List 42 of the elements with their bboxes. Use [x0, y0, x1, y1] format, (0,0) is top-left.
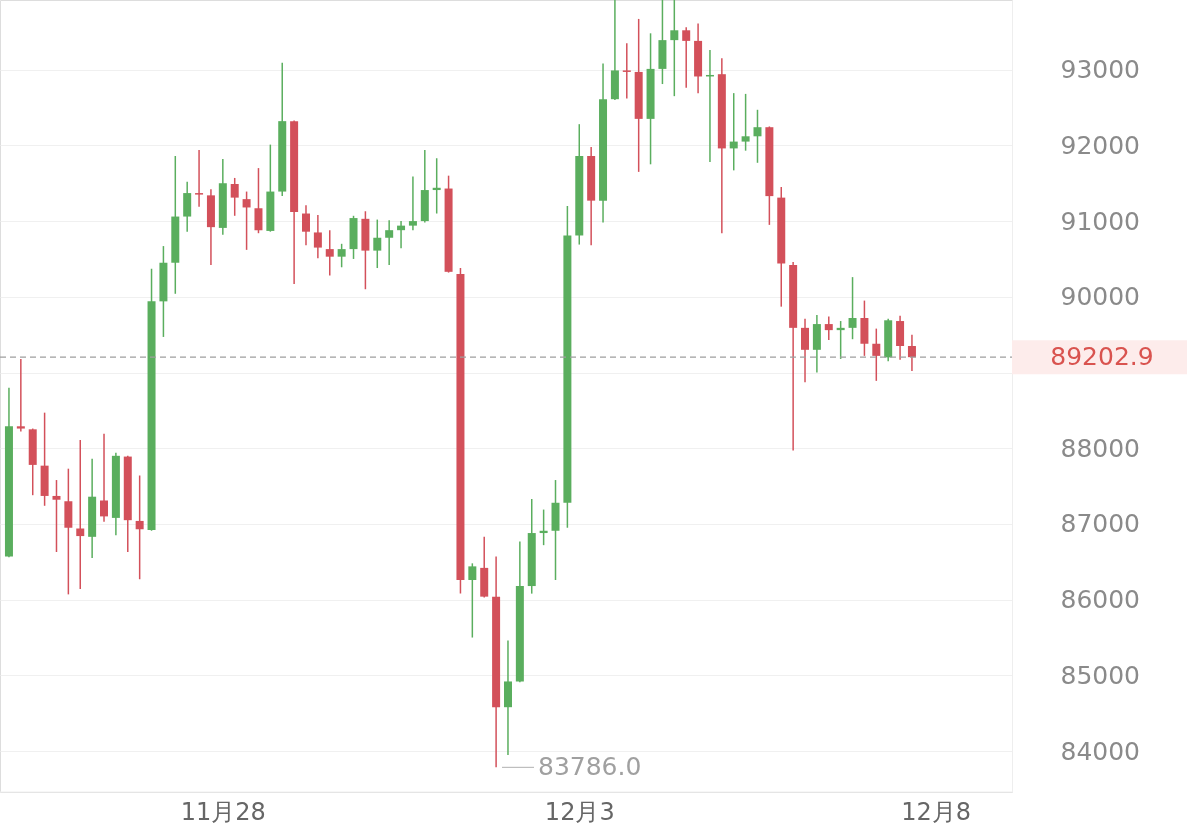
candlestick [373, 218, 382, 269]
x-tick-label: 12月3 [544, 797, 615, 826]
candlestick [741, 93, 750, 152]
candlestick [801, 318, 810, 384]
candlestick [135, 474, 144, 580]
y-tick-label: 87000 [1060, 509, 1141, 539]
candlestick [753, 109, 762, 164]
candlestick [872, 327, 881, 382]
annotation: 83786.0 [538, 752, 642, 782]
candlestick [230, 177, 239, 217]
x-tick-label: 12月8 [901, 797, 972, 826]
candlestick [302, 204, 310, 247]
y-tick-label: 84000 [1060, 736, 1141, 766]
candlestick [242, 190, 251, 251]
candlestick [468, 562, 477, 639]
candlestick [408, 175, 417, 231]
y-tick-label: 91000 [1060, 206, 1141, 236]
y-tick-label: 88000 [1060, 433, 1141, 463]
y-tick-label: 92000 [1060, 130, 1141, 160]
candlestick [682, 26, 691, 89]
ref-line-label: 89202.9 [1050, 342, 1154, 372]
candlestick [183, 180, 192, 233]
candlestick [670, 0, 679, 97]
candlestick [195, 149, 204, 208]
candlestick [824, 315, 833, 341]
candlestick [52, 479, 61, 553]
candlestick [76, 439, 85, 590]
candlestick [325, 229, 334, 277]
candlestick [848, 276, 857, 340]
candlestick [16, 358, 25, 433]
y-tick-label: 93000 [1060, 55, 1141, 85]
candlestick [254, 167, 263, 234]
y-tick-label: 86000 [1060, 585, 1141, 615]
x-tick-label: 11月28 [180, 797, 266, 826]
candlestick [100, 433, 109, 523]
candlestick [313, 214, 322, 259]
candlestick [622, 42, 631, 100]
candlestick [907, 333, 916, 372]
y-tick-label: 85000 [1060, 660, 1141, 690]
candlestick [337, 243, 346, 269]
candlestick [385, 219, 394, 266]
y-tick-label: 90000 [1060, 282, 1141, 312]
